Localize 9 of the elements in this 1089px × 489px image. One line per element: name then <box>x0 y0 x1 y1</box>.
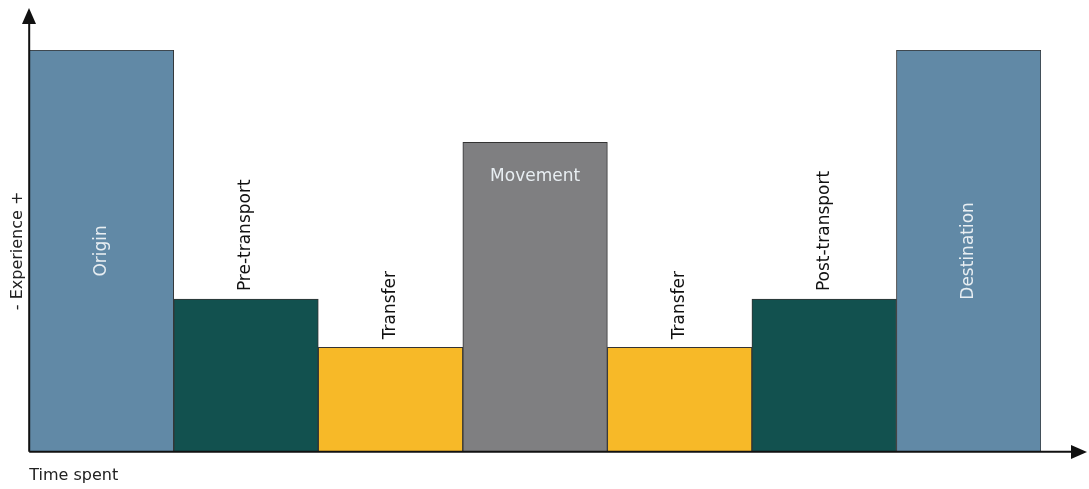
x-tick-label: Destination <box>957 202 978 300</box>
x-axis-title: Time spent <box>28 464 119 484</box>
x-tick-label: Transfer <box>668 270 689 341</box>
x-tick-label: Transfer <box>378 270 399 341</box>
x-tick-label: Movement <box>490 164 581 185</box>
x-tick-label: Pre-transport <box>234 179 255 292</box>
x-tick-label: Origin <box>89 225 110 277</box>
y-axis-title: - Experience + <box>6 191 26 311</box>
x-tick-label: Post-transport <box>812 170 833 292</box>
